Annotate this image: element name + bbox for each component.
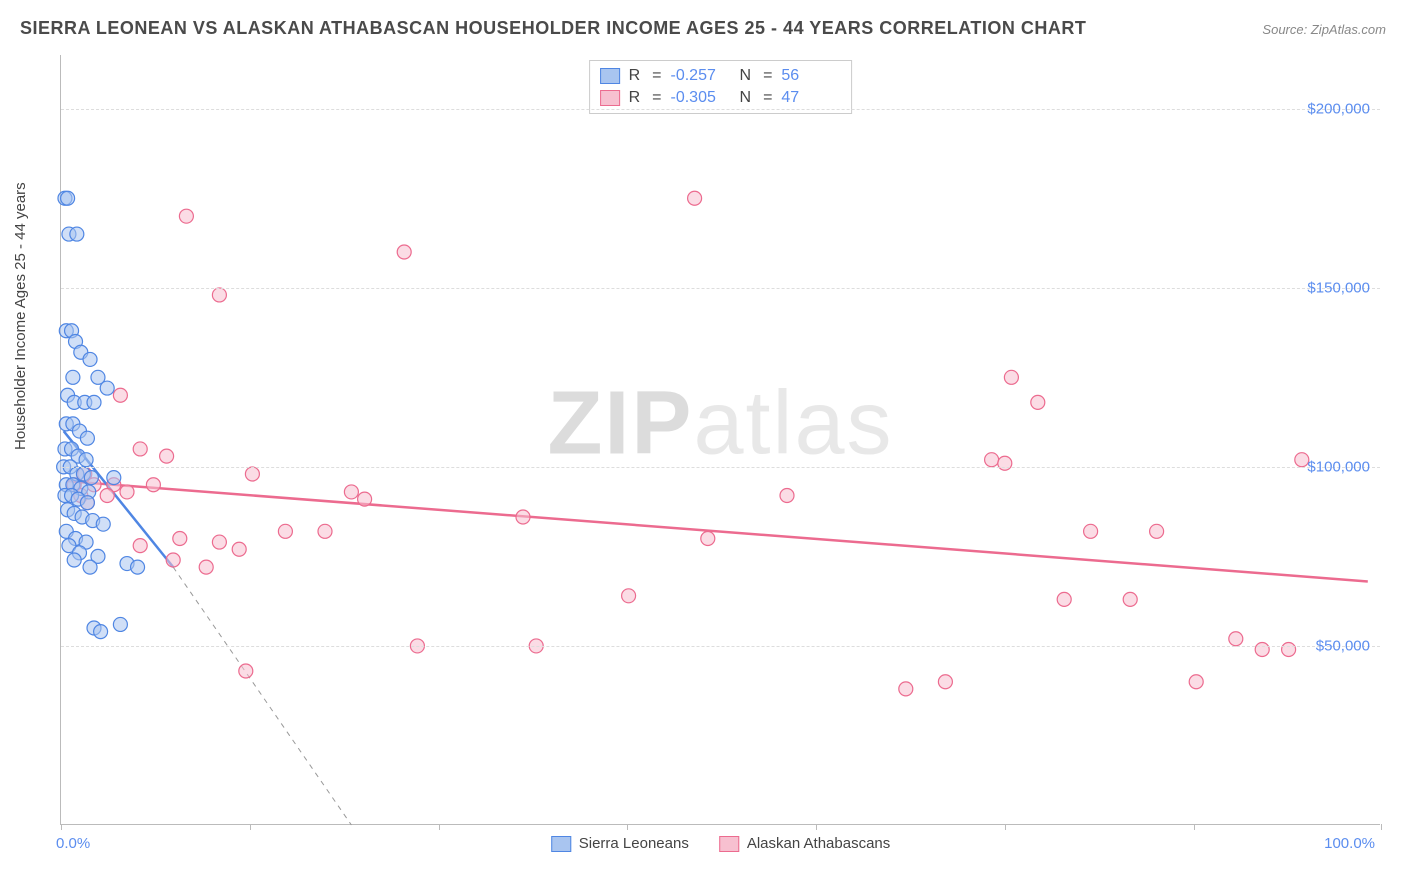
data-point (780, 489, 794, 503)
legend-label-2: Alaskan Athabascans (747, 835, 890, 852)
y-tick-label: $200,000 (1307, 100, 1370, 117)
data-point (100, 381, 114, 395)
data-point (83, 352, 97, 366)
data-point (278, 524, 292, 538)
data-point (80, 431, 94, 445)
data-point (100, 489, 114, 503)
series-legend: Sierra Leoneans Alaskan Athabascans (551, 835, 891, 852)
title-bar: SIERRA LEONEAN VS ALASKAN ATHABASCAN HOU… (20, 18, 1386, 39)
data-point (212, 535, 226, 549)
swatch-bottom-1 (551, 836, 571, 852)
data-point (516, 510, 530, 524)
data-point (94, 625, 108, 639)
data-point (79, 453, 93, 467)
gridline-h (61, 467, 1380, 468)
y-tick-label: $50,000 (1316, 637, 1370, 654)
gridline-h (61, 646, 1380, 647)
data-point (1229, 632, 1243, 646)
source-label: Source: (1262, 22, 1307, 37)
data-point (688, 191, 702, 205)
data-point (146, 478, 160, 492)
data-point (133, 442, 147, 456)
data-point (1031, 395, 1045, 409)
gridline-h (61, 109, 1380, 110)
data-point (344, 485, 358, 499)
data-point (67, 553, 81, 567)
legend-item-1: Sierra Leoneans (551, 835, 689, 852)
data-point (212, 288, 226, 302)
data-point (107, 471, 121, 485)
data-point (1057, 592, 1071, 606)
data-point (84, 471, 98, 485)
x-tick (1005, 824, 1006, 830)
data-point (133, 539, 147, 553)
data-point (96, 517, 110, 531)
data-point (199, 560, 213, 574)
data-point (83, 560, 97, 574)
data-point (179, 209, 193, 223)
data-point (131, 560, 145, 574)
x-tick (439, 824, 440, 830)
data-point (1282, 643, 1296, 657)
legend-item-2: Alaskan Athabascans (719, 835, 890, 852)
x-tick (1194, 824, 1195, 830)
data-point (232, 542, 246, 556)
y-tick-label: $100,000 (1307, 458, 1370, 475)
x-tick-label-last: 100.0% (1324, 835, 1375, 852)
data-point (61, 191, 75, 205)
swatch-bottom-2 (719, 836, 739, 852)
scatter-svg (61, 55, 1380, 824)
data-point (938, 675, 952, 689)
data-point (998, 456, 1012, 470)
data-point (358, 492, 372, 506)
x-tick-label-first: 0.0% (56, 835, 90, 852)
x-tick (1381, 824, 1382, 830)
x-tick (61, 824, 62, 830)
data-point (113, 388, 127, 402)
y-tick-label: $150,000 (1307, 279, 1370, 296)
data-point (160, 449, 174, 463)
data-point (239, 664, 253, 678)
y-axis-label: Householder Income Ages 25 - 44 years (12, 182, 29, 450)
x-tick (627, 824, 628, 830)
data-point (1004, 370, 1018, 384)
data-point (120, 485, 134, 499)
data-point (985, 453, 999, 467)
data-point (397, 245, 411, 259)
x-tick (816, 824, 817, 830)
x-tick (250, 824, 251, 830)
data-point (173, 531, 187, 545)
chart-plot-area: ZIPatlas R = -0.257 N = 56 R = -0.305 N … (60, 55, 1380, 825)
chart-title: SIERRA LEONEAN VS ALASKAN ATHABASCAN HOU… (20, 18, 1086, 39)
data-point (113, 617, 127, 631)
data-point (701, 531, 715, 545)
source-attribution: Source: ZipAtlas.com (1262, 22, 1386, 37)
data-point (1189, 675, 1203, 689)
data-point (622, 589, 636, 603)
data-point (87, 395, 101, 409)
data-point (66, 370, 80, 384)
data-point (899, 682, 913, 696)
gridline-h (61, 288, 1380, 289)
data-point (80, 496, 94, 510)
data-point (318, 524, 332, 538)
data-point (245, 467, 259, 481)
data-point (1255, 643, 1269, 657)
source-site: ZipAtlas.com (1311, 22, 1386, 37)
legend-label-1: Sierra Leoneans (579, 835, 689, 852)
data-point (166, 553, 180, 567)
data-point (70, 227, 84, 241)
data-point (1084, 524, 1098, 538)
data-point (1150, 524, 1164, 538)
data-point (1123, 592, 1137, 606)
